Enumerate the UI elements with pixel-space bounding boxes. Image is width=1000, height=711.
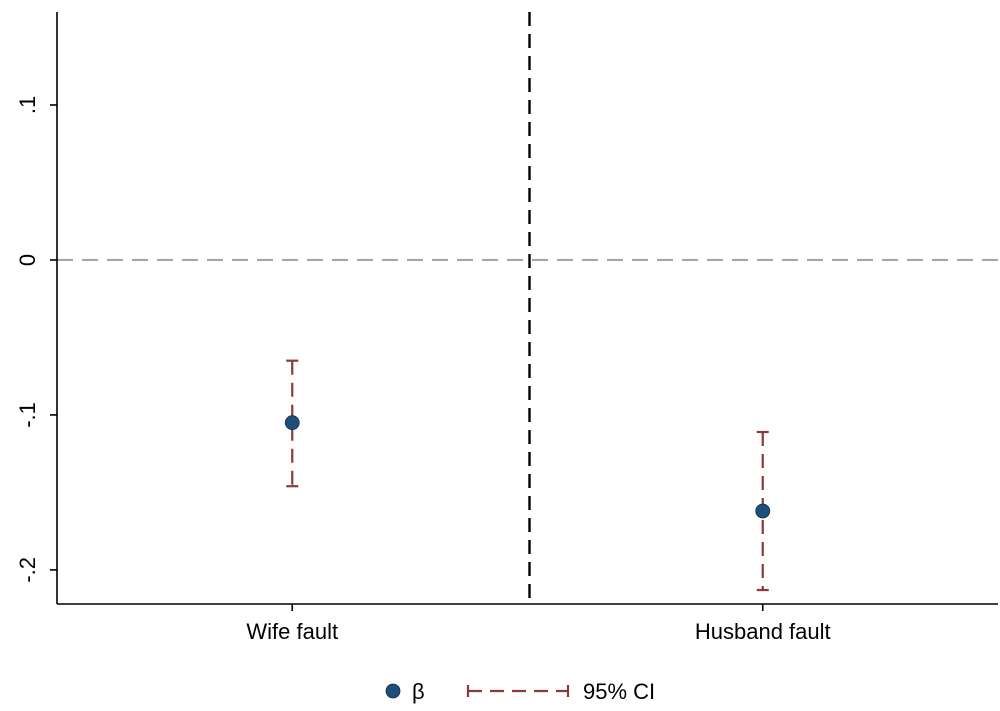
x-tick-label: Husband fault bbox=[695, 619, 831, 644]
legend-estimate-label: β bbox=[412, 679, 425, 704]
estimate-point bbox=[284, 415, 300, 431]
legend-estimate-marker bbox=[385, 683, 401, 699]
y-tick-label: -.1 bbox=[15, 402, 40, 428]
legend: β 95% CI bbox=[385, 679, 655, 704]
y-tick-label: -.2 bbox=[15, 557, 40, 583]
confidence-intervals bbox=[286, 359, 769, 592]
estimate-points bbox=[284, 415, 771, 519]
x-tick-label: Wife fault bbox=[246, 619, 338, 644]
ci-interval bbox=[286, 359, 299, 488]
estimate-point bbox=[755, 503, 771, 519]
reference-lines bbox=[57, 12, 998, 604]
axes: .1 0 -.1 -.2 Wife fault Husband fault bbox=[15, 12, 998, 644]
legend-ci-label: 95% CI bbox=[583, 679, 655, 704]
y-tick-label: .1 bbox=[15, 96, 40, 114]
y-tick-label: 0 bbox=[15, 254, 40, 266]
